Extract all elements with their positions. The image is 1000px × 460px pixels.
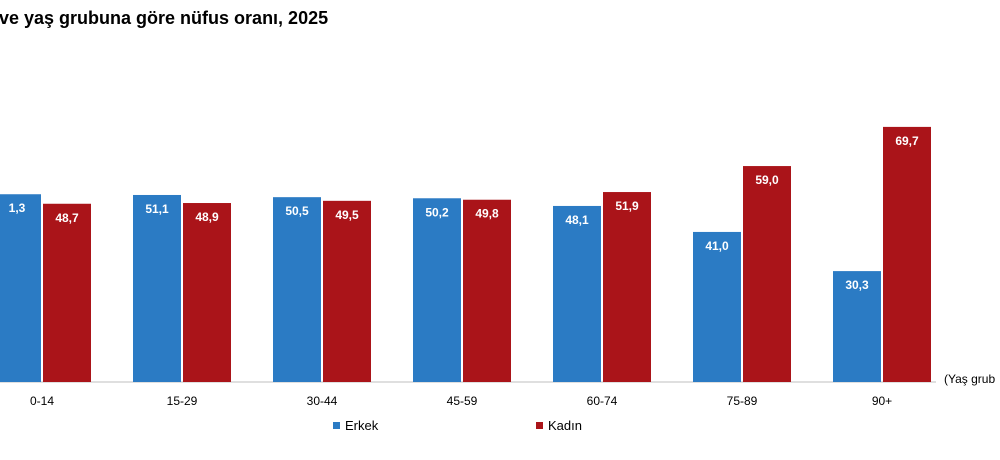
data-label-erkek-30-44: 50,5	[285, 204, 309, 218]
legend-item-kadin: Kadın	[536, 418, 582, 433]
x-axis-label: (Yaş grub	[944, 372, 995, 386]
data-label-kad-n-60-74: 51,9	[615, 199, 639, 213]
x-tick-label-0-14: 0-14	[30, 394, 54, 408]
data-label-erkek-45-59: 50,2	[425, 205, 449, 219]
chart-title: te ve yaş grubuna göre nüfus oranı, 2025	[0, 8, 329, 28]
bar-kad-n-60-74	[603, 192, 651, 382]
bar-kad-n-0-14	[43, 203, 91, 382]
tick-labels-group: 0-14 15-29 30-44 45-59 60-74 75-89 90+	[30, 394, 892, 408]
data-label-erkek-90-: 30,3	[845, 278, 869, 292]
bar-kad-n-90-	[883, 126, 931, 382]
bar-erkek-30-44	[273, 197, 321, 382]
x-tick-label-30-44: 30-44	[307, 394, 338, 408]
data-label-kad-n-75-89: 59,0	[755, 173, 779, 187]
data-label-erkek-60-74: 48,1	[565, 213, 589, 227]
bar-erkek-75-89	[693, 231, 741, 382]
bar-kad-n-75-89	[743, 166, 791, 382]
bar-kad-n-15-29	[183, 203, 231, 382]
bar-erkek-15-29	[133, 194, 181, 382]
x-tick-label-15-29: 15-29	[167, 394, 198, 408]
bars-group: 1,3 48,7 51,1 48,9 50,5 49,5 50,2 49,8 48,1 51,9 4…	[0, 126, 931, 382]
legend-label-erkek: Erkek	[345, 418, 379, 433]
bar-kad-n-30-44	[323, 200, 371, 382]
bar-erkek-60-74	[553, 205, 601, 382]
data-label-kad-n-30-44: 49,5	[335, 208, 359, 222]
x-tick-label-60-74: 60-74	[587, 394, 618, 408]
legend: Erkek Kadın	[0, 418, 1000, 438]
legend-item-erkek: Erkek	[333, 418, 378, 433]
bar-erkek-45-59	[413, 198, 461, 382]
data-label-erkek-0-14: 1,3	[9, 201, 26, 215]
x-tick-label-75-89: 75-89	[727, 394, 758, 408]
bar-kad-n-45-59	[463, 199, 511, 382]
x-tick-label-90-: 90+	[872, 394, 892, 408]
legend-label-kadin: Kadın	[548, 418, 582, 433]
data-label-kad-n-90-: 69,7	[895, 134, 919, 148]
data-label-erkek-75-89: 41,0	[705, 239, 729, 253]
bar-erkek-90-	[833, 271, 881, 382]
bar-erkek-0-14	[0, 194, 41, 382]
data-label-erkek-15-29: 51,1	[145, 202, 169, 216]
data-label-kad-n-45-59: 49,8	[475, 207, 499, 221]
x-tick-label-45-59: 45-59	[447, 394, 478, 408]
data-label-kad-n-15-29: 48,9	[195, 210, 219, 224]
data-label-kad-n-0-14: 48,7	[55, 211, 79, 225]
legend-swatch-erkek	[333, 422, 340, 429]
legend-swatch-kadin	[536, 422, 543, 429]
